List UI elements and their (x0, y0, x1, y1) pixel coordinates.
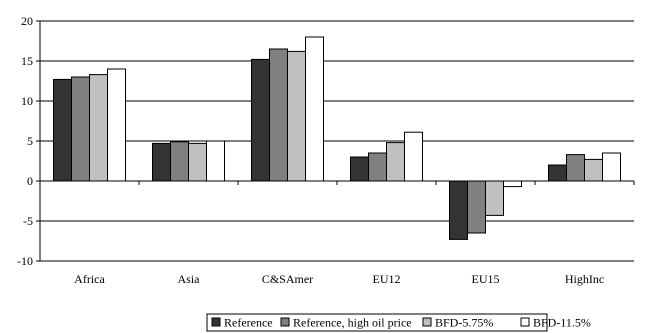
bar (269, 48, 288, 182)
bar (305, 36, 324, 182)
bar (152, 142, 171, 182)
legend-entry-label: Reference, high oil price (293, 316, 412, 330)
y-tick-label: 20 (21, 14, 33, 28)
y-tick-label: -10 (17, 254, 33, 268)
bar (350, 156, 369, 182)
x-category-label: HighInc (565, 272, 604, 286)
bar (449, 180, 468, 240)
bar (503, 180, 522, 188)
bar (287, 50, 306, 182)
bar (386, 142, 405, 182)
y-tick-label: 15 (21, 54, 33, 68)
legend: Reference Reference, high oil price BFD-5.… (206, 313, 591, 332)
legend-swatch (280, 317, 290, 327)
bar (107, 68, 126, 182)
bar (188, 142, 207, 182)
x-category-label: Asia (178, 272, 201, 286)
bar (548, 164, 567, 182)
bar (602, 152, 621, 182)
x-category-label: EU12 (373, 272, 401, 286)
bar (404, 131, 423, 182)
bar (170, 141, 189, 182)
x-category-label: Africa (74, 272, 105, 286)
legend-entry-label: BFD-5.75% (435, 316, 493, 330)
legend-swatch (520, 317, 530, 327)
legend-entry-label: Reference (224, 316, 273, 330)
legend-entry-label: BFD-11.5% (533, 316, 591, 330)
x-category-label: EU15 (472, 272, 500, 286)
y-tick-label: -5 (23, 214, 33, 228)
x-category-label: C&SAmer (262, 272, 313, 286)
bar (566, 154, 585, 182)
bar (206, 140, 225, 182)
bar (89, 74, 108, 182)
bar (467, 180, 486, 234)
legend-box (206, 313, 548, 332)
category-labels: Africa Asia C&SAmer EU12 EU15 HighInc (74, 272, 604, 286)
y-tick-label: 0 (27, 174, 33, 188)
bar (251, 58, 270, 182)
bar (485, 180, 504, 216)
axes (39, 21, 635, 261)
y-axis-ticks: -10 -5 0 5 10 15 20 (17, 14, 40, 268)
legend-swatch (211, 317, 221, 327)
bar (71, 76, 90, 182)
legend-swatch (422, 317, 432, 327)
bar (584, 158, 603, 182)
y-tick-label: 10 (21, 94, 33, 108)
gridlines (40, 20, 634, 262)
bars (53, 36, 621, 240)
bar (368, 152, 387, 182)
bar (53, 78, 72, 182)
y-tick-label: 5 (27, 134, 33, 148)
